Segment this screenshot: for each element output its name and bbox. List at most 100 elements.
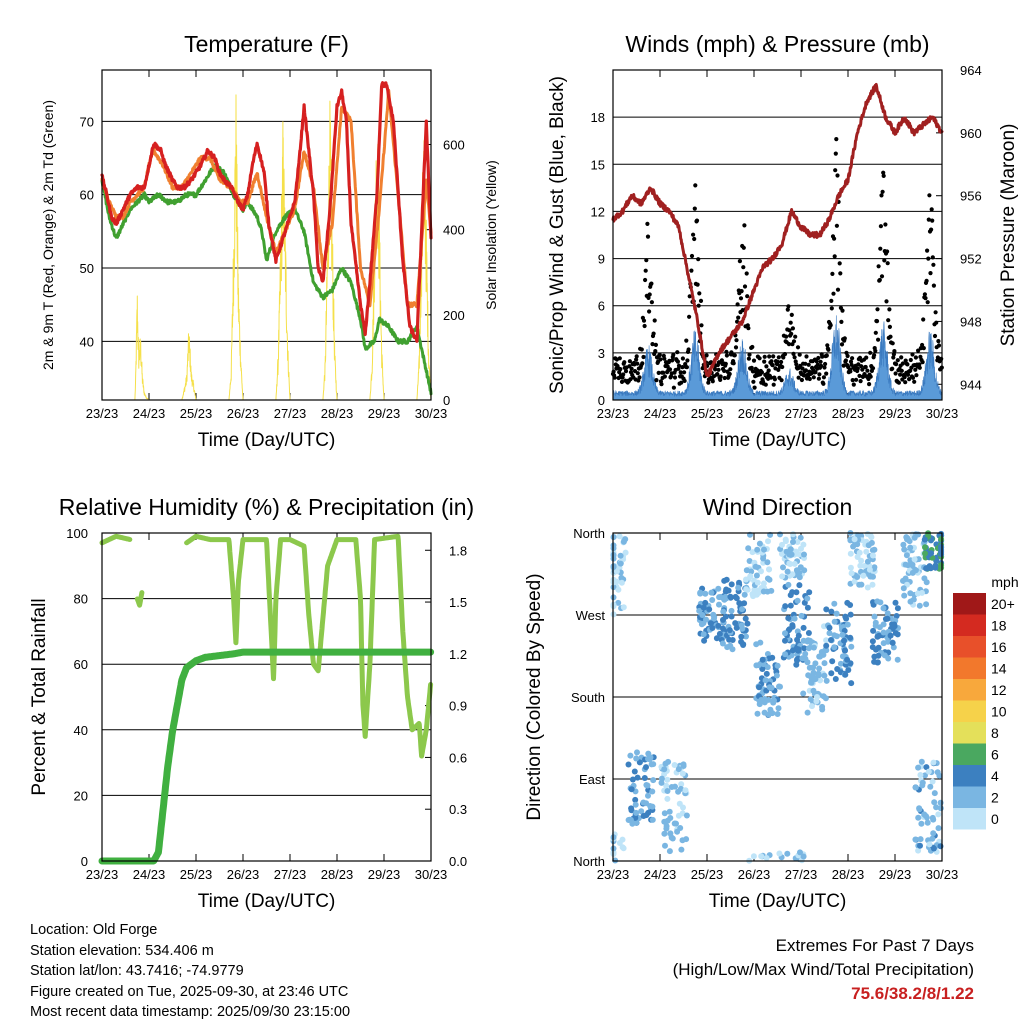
direction-point (738, 622, 745, 629)
gust-point (665, 364, 670, 369)
direction-point (832, 676, 839, 682)
p4-ylabel: Direction (Colored By Speed) (524, 573, 545, 820)
direction-point (831, 600, 838, 607)
direction-point (936, 772, 943, 779)
direction-point (786, 560, 793, 567)
gust-point (880, 189, 885, 194)
direction-point (858, 581, 865, 588)
panel2-xtick-label: 28/23 (832, 406, 865, 421)
p3-series-rh (134, 590, 145, 608)
direction-point (787, 602, 794, 609)
direction-point (847, 564, 854, 571)
direction-point (743, 567, 750, 574)
gust-point (752, 385, 757, 390)
gust-point (834, 137, 839, 142)
station-info: Location: Old Forge Station elevation: 5… (30, 920, 350, 1023)
gust-point (757, 356, 762, 361)
gust-point (772, 377, 778, 382)
gust-point (612, 375, 617, 380)
colorbar-swatch (953, 786, 986, 808)
colorbar-title: mph (991, 574, 1018, 590)
p4-frame (612, 532, 943, 862)
direction-point (752, 563, 759, 570)
gust-point (800, 366, 805, 371)
direction-point (851, 578, 858, 585)
gust-point (910, 375, 916, 380)
p3-ytick-right-label: 1.5 (449, 595, 467, 610)
direction-point (930, 845, 937, 852)
direction-point (703, 616, 709, 623)
direction-point (804, 638, 811, 645)
panel3-xtick-label: 23/23 (86, 867, 119, 882)
gust-point (649, 300, 655, 305)
gust-point (882, 258, 887, 263)
direction-point (620, 538, 627, 545)
gust-point (722, 368, 727, 373)
panel1-xtick-label: 29/23 (368, 406, 401, 421)
gust-point (738, 296, 744, 301)
gust-point (769, 359, 774, 364)
p3-ytick-label: 40 (74, 723, 88, 738)
gust-point (662, 374, 668, 379)
direction-point (828, 670, 835, 677)
direction-point (613, 568, 620, 575)
direction-point (938, 562, 945, 569)
gust-point (912, 379, 917, 384)
direction-point (785, 615, 792, 622)
direction-point (842, 671, 849, 678)
direction-point (663, 782, 670, 789)
direction-point (821, 672, 828, 679)
direction-point (758, 568, 764, 575)
gust-point (835, 173, 840, 178)
direction-point (817, 653, 823, 660)
gust-point (934, 320, 939, 325)
direction-point (699, 612, 706, 618)
direction-point (796, 582, 803, 589)
gust-point (887, 307, 892, 312)
direction-point (875, 652, 882, 659)
direction-point (722, 593, 729, 600)
gust-point (917, 365, 922, 370)
p3-series-rh (99, 533, 133, 546)
direction-point (763, 670, 770, 677)
direction-point (894, 656, 901, 663)
gust-point (840, 308, 845, 313)
panel1-xtick-label: 24/23 (133, 406, 166, 421)
gust-point (749, 365, 754, 370)
gust-point (898, 372, 903, 377)
direction-point (671, 762, 678, 768)
panel2-xlabel: Time (Day/UTC) (709, 430, 847, 451)
gust-point (689, 253, 695, 259)
direction-point (871, 564, 878, 571)
direction-point (787, 546, 794, 553)
direction-point (706, 606, 713, 613)
gust-point (829, 306, 834, 311)
direction-point (922, 544, 928, 551)
direction-point (715, 622, 722, 629)
gust-point (926, 217, 931, 222)
p1-ytick-label: 40 (80, 334, 94, 349)
direction-point (795, 646, 802, 653)
direction-point (658, 779, 665, 786)
gust-point (900, 361, 906, 366)
direction-point (790, 531, 797, 538)
gust-point (649, 281, 654, 286)
gust-point (640, 361, 645, 366)
gust-point (929, 227, 934, 232)
colorbar-label: 20+ (991, 596, 1015, 612)
direction-point (929, 814, 936, 821)
direction-point (798, 545, 804, 552)
gust-point (644, 258, 649, 263)
colorbar-label: 2 (991, 790, 999, 806)
gust-point (922, 292, 928, 297)
direction-point (900, 585, 907, 592)
direction-point (917, 842, 923, 849)
direction-point (633, 755, 640, 762)
direction-point (750, 853, 757, 860)
gust-point (718, 374, 723, 379)
direction-point (822, 695, 829, 702)
panel2-xtick-label: 26/23 (738, 406, 771, 421)
direction-point (676, 800, 683, 807)
colorbar-swatch (953, 593, 986, 615)
gust-point (750, 369, 756, 374)
